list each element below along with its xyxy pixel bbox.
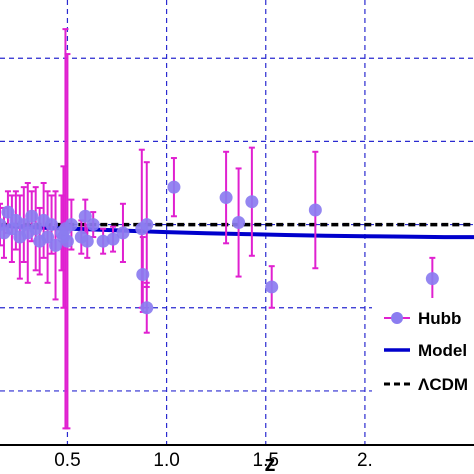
x-tick-labels: 0.5 1.0 1.5 2. [54,450,373,471]
data-point-18 [60,234,74,248]
legend-lcdm-label: ΛCDM [418,375,468,394]
x-tick-label-0: 0.5 [54,450,80,471]
data-point-23 [86,218,100,232]
data-point-36 [308,203,322,217]
data-point-9 [29,222,43,236]
data-point-22 [80,234,94,248]
legend: Hubb Model ΛCDM [372,298,474,418]
data-point-24 [96,234,110,248]
data-point-35 [265,280,279,294]
data-point-37 [425,272,439,286]
data-point-2 [1,205,15,219]
data-point-26 [116,226,130,240]
data-point-19 [64,218,78,232]
data-point-12 [41,230,55,244]
legend-item-model: Model [384,341,467,360]
legend-hubble-label: Hubb [418,309,461,328]
data-point-28 [136,267,150,281]
data-point-21 [78,209,92,223]
legend-model-label: Model [418,341,467,360]
x-tick-label-3: 2. [357,450,373,471]
data-point-30 [140,218,154,232]
data-point-14 [49,238,63,252]
x-axis-title: z [265,451,276,474]
data-point-34 [245,195,259,209]
data-point-32 [219,191,233,205]
data-point-31 [167,180,181,194]
x-tick-label-1: 1.0 [153,450,179,471]
data-point-8 [25,209,39,223]
legend-item-hubble: Hubb [384,309,461,328]
data-point-25 [106,232,120,246]
data-point-33 [232,216,246,229]
legend-item-lcdm: ΛCDM [384,375,468,394]
data-point-layer [0,180,439,315]
legend-hubble-marker [391,312,403,324]
data-point-13 [45,218,59,232]
data-point-29 [140,301,154,315]
x-tick-label-2: 1.5 [253,450,279,471]
